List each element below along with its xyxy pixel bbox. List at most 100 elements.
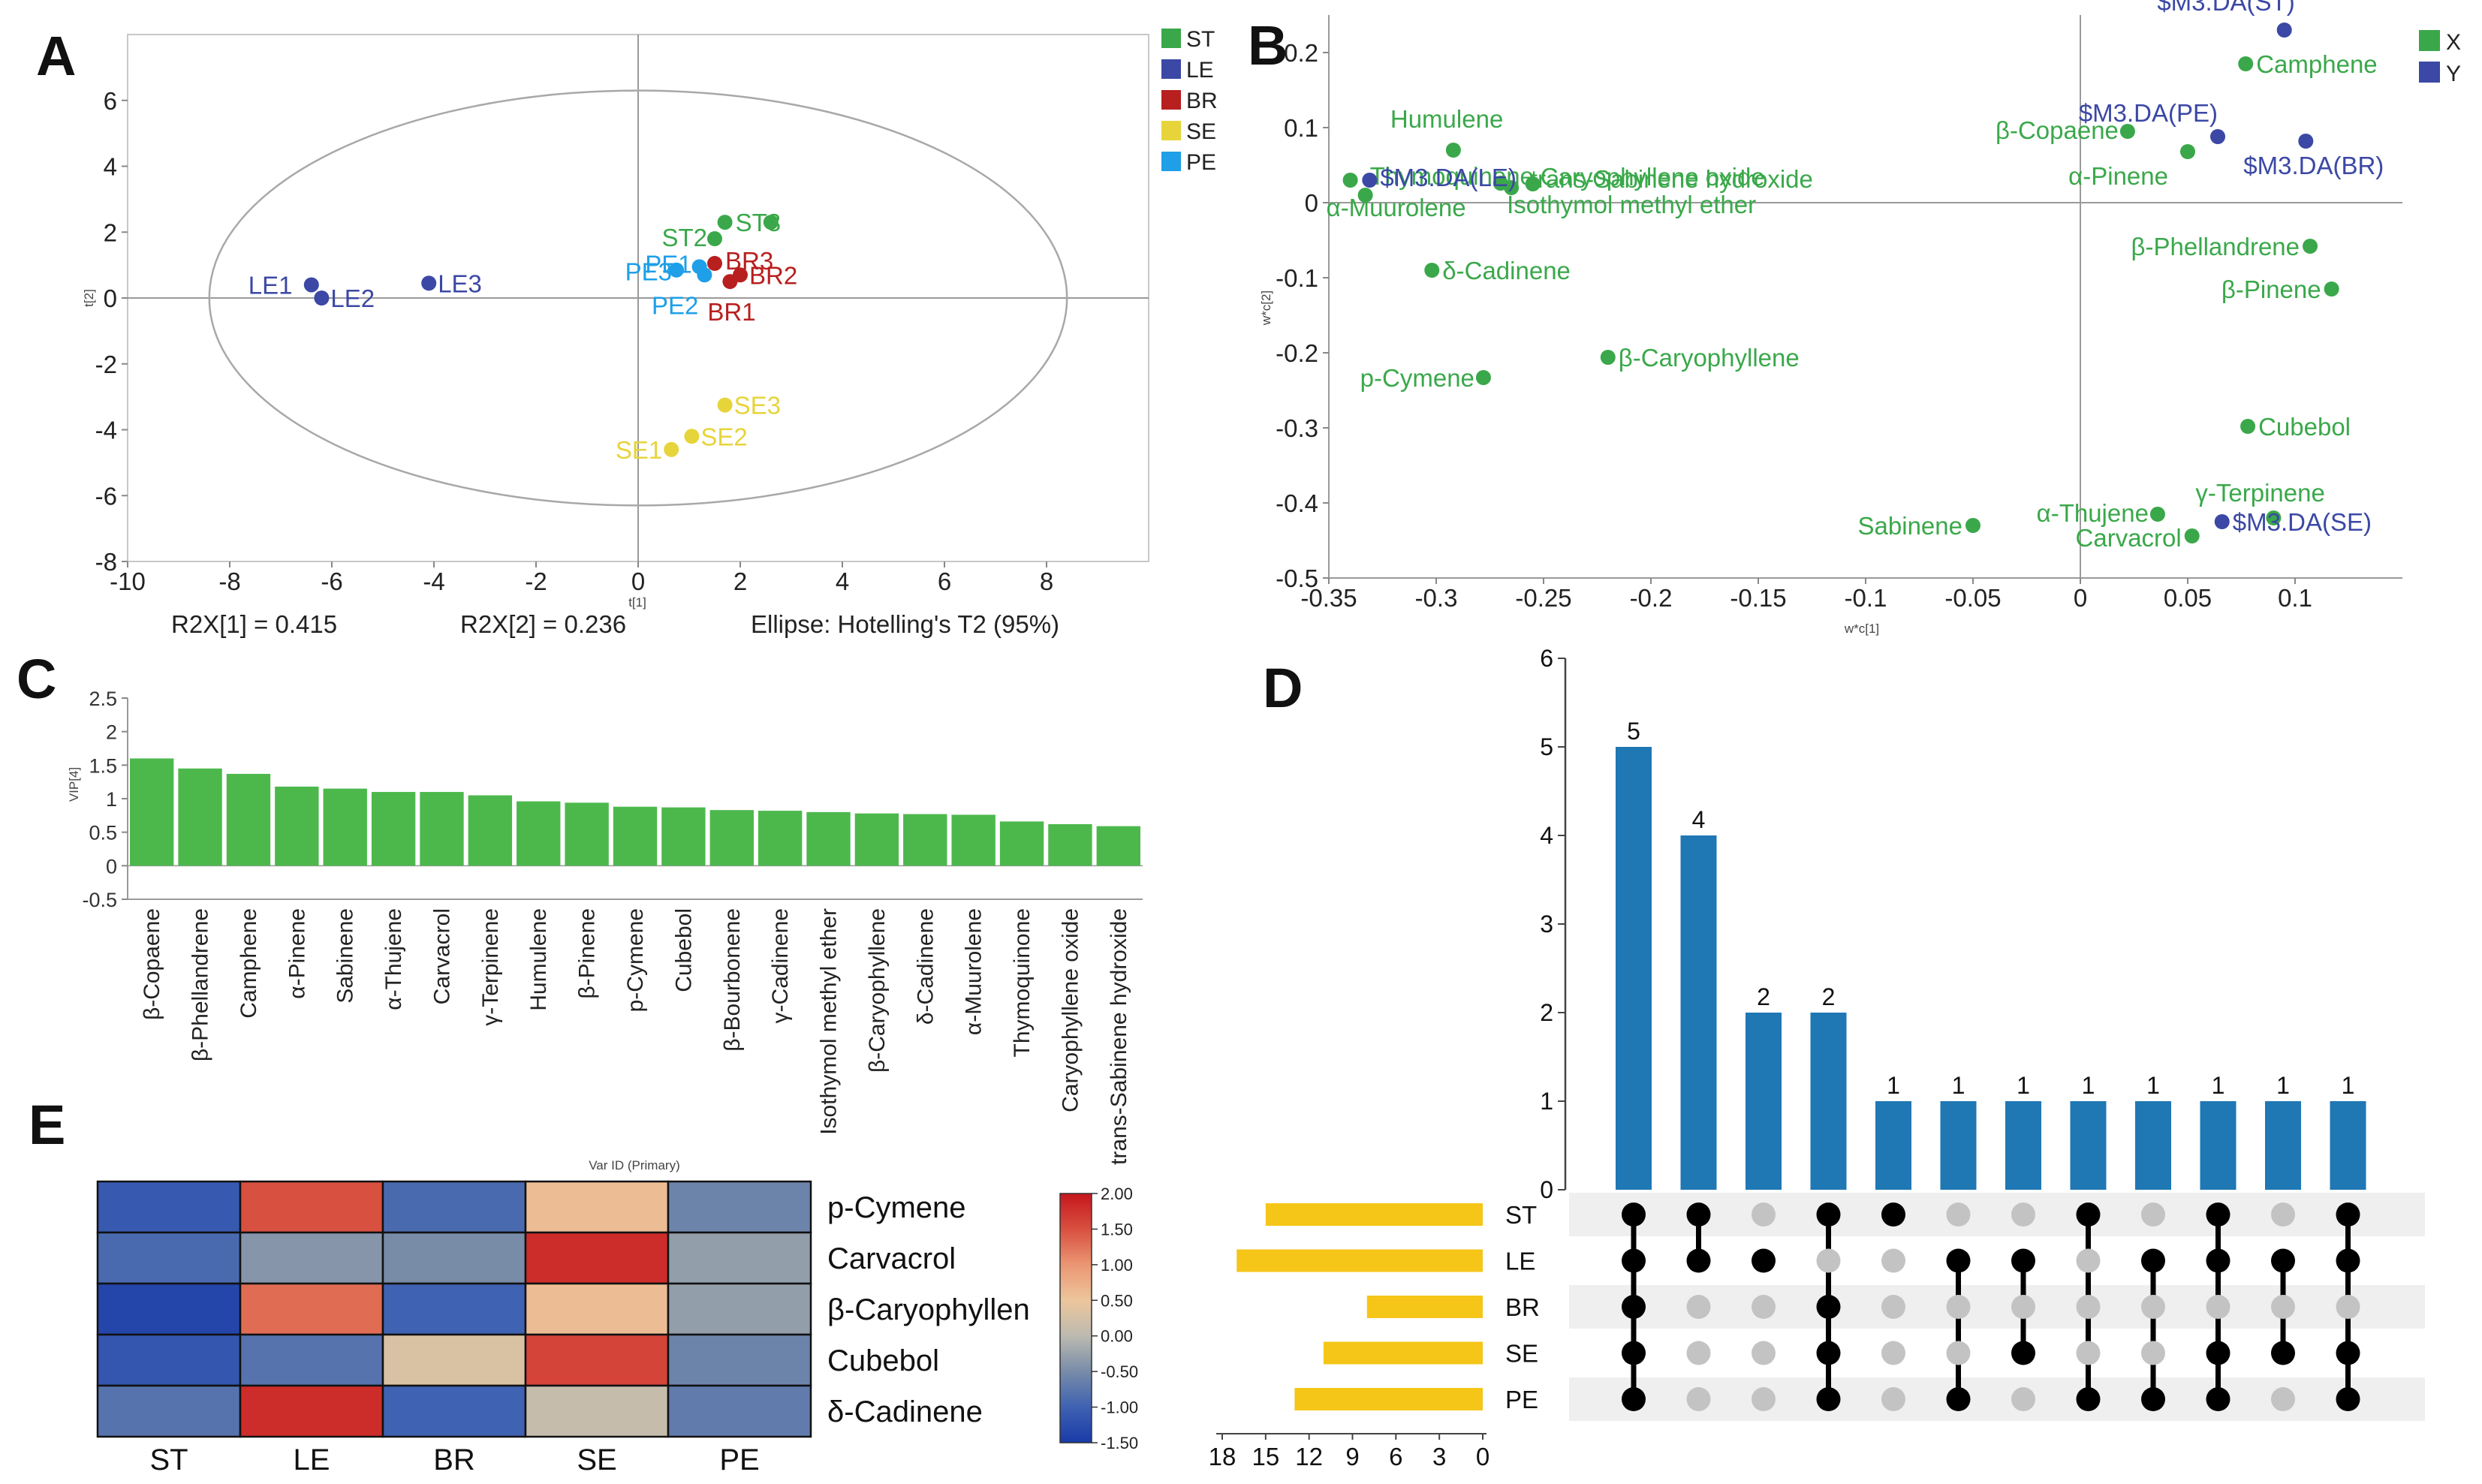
panel-d-dot-6-st (1946, 1203, 1971, 1227)
panel-c-bar-isothymol-methyl-ether (806, 811, 851, 866)
panel-c-y-tick-label: 1 (106, 788, 117, 811)
panel-d-y-tick-label: 6 (1540, 645, 1553, 672)
panel-d-dot-11-se (2271, 1341, 2295, 1365)
panel-b-point-thujene (2149, 507, 2165, 522)
panel-c-bar-phellandrene (178, 768, 222, 866)
panel-e-cell-carvacrol-pe (667, 1231, 812, 1285)
panel-d-y-tick-label: 3 (1540, 911, 1553, 938)
panel-a-y-tick-label: -2 (95, 351, 117, 378)
panel-e: E Var ID (Primary) p-Cymene Carvacrol β-Cary… (29, 1094, 1138, 1476)
panel-a-y-axis-title: t[2] (82, 289, 96, 307)
panel-d-bar-11 (2265, 1101, 2301, 1190)
panel-d-dot-1-le (1622, 1248, 1646, 1273)
panel-e-cell-cadinene-br (381, 1384, 527, 1438)
panel-e-label: E (29, 1094, 65, 1156)
panel-b-x-tick-label: 0.05 (2164, 584, 2212, 612)
panel-a-legend-label-st: ST (1186, 27, 1215, 52)
panel-b-y-tick-label: -0.5 (1276, 564, 1318, 592)
panel-b-point-m3-da-le (1362, 173, 1378, 188)
panel-d-dot-1-st (1622, 1203, 1646, 1227)
panel-d-bar-12 (2330, 1101, 2366, 1190)
panel-d-set-size-tick-label: 18 (1209, 1443, 1236, 1470)
panel-b-point-sabinene (1965, 518, 1980, 533)
panel-a-point-label-se1: SE1 (616, 436, 662, 464)
panel-b-point-caryophyllene-oxide (1525, 176, 1541, 191)
panel-a-x-axis-title: t[1] (628, 595, 646, 610)
panel-d-bar-value-6: 1 (1952, 1072, 1965, 1099)
panel-a-point-br3 (707, 255, 722, 271)
panel-b-point-label-m3-da-br: $M3.DA(BR) (2243, 152, 2384, 179)
panel-b-point-label-m3-da-se: $M3.DA(SE) (2233, 508, 2372, 536)
panel-d-bar-value-9: 1 (2146, 1072, 2160, 1099)
panel-c-bar-camphene (226, 773, 271, 866)
panel-c-bar-cadinene (903, 814, 947, 866)
panel-a-x-tick-label: 4 (836, 567, 849, 595)
panel-e-colorbar-tick-label: 2.00 (1101, 1184, 1133, 1203)
panel-d-bar-value-3: 2 (1757, 983, 1770, 1010)
panel-d-dot-2-br (1686, 1295, 1711, 1319)
panel-c-bar-humulene (517, 801, 561, 866)
panel-c-bar-pinene (565, 802, 609, 866)
panel-a-y-tick-label: 2 (104, 218, 117, 246)
panel-a-point-label-se3: SE3 (734, 392, 781, 420)
panel-b-x-tick-label: -0.15 (1730, 584, 1786, 612)
panel-c-category-label-pinene: α-Pinene (285, 908, 309, 999)
panel-d-y-tick-label: 1 (1540, 1088, 1553, 1115)
panel-c-bar-caryophyllene (854, 813, 899, 866)
panel-d-bar-1 (1616, 747, 1652, 1190)
panel-c-bar-sabinene (323, 788, 367, 866)
panel-e-cell-carvacrol-se (524, 1231, 670, 1285)
panel-b-x-tick-label: 0 (2074, 584, 2087, 612)
panel-b-point-label-camphene: Camphene (2256, 50, 2377, 78)
panel-b-point-terpinene (2266, 510, 2282, 525)
panel-e-cell-cubebol-se (524, 1333, 670, 1387)
panel-e-cell-caryophyllen-br (381, 1282, 527, 1336)
panel-c-bar-muurolene (951, 814, 996, 866)
panel-a-legend-swatch-se (1161, 121, 1181, 140)
panel-a-x-tick-label: 8 (1040, 567, 1053, 595)
panel-e-cell-p-cymene-le (239, 1180, 384, 1234)
panel-a-point-label-pe2: PE2 (652, 291, 698, 319)
panel-e-colorbar-tick-label: -1.50 (1101, 1434, 1138, 1452)
panel-a-point-st2 (707, 231, 722, 247)
panel-d-dot-10-br (2206, 1295, 2230, 1319)
panel-d-dot-9-pe (2141, 1387, 2165, 1411)
panel-d-set-size-bar-st (1265, 1203, 1483, 1226)
panel-b-x-tick-label: -0.05 (1944, 584, 2001, 612)
panel-d-dot-2-le (1686, 1248, 1711, 1273)
panel-e-colorbar-tick-label: 0.00 (1101, 1327, 1133, 1346)
panel-c-category-label-cadinene: δ-Cadinene (913, 908, 938, 1025)
panel-c-y-axis-title: VIP[4] (67, 767, 81, 802)
panel-a-x-tick-label: -4 (423, 567, 444, 595)
panel-d-dot-5-se (1881, 1341, 1905, 1365)
panel-a-point-label-le2: LE2 (330, 284, 375, 312)
panel-d-dot-8-br (2076, 1295, 2101, 1319)
panel-a-r2x2: R2X[2] = 0.236 (460, 610, 626, 638)
panel-e-colorbar-tick-label: -0.50 (1101, 1362, 1138, 1381)
panel-b-point-label-m3-da-st: $M3.DA(ST) (2157, 0, 2294, 16)
panel-a-y-tick-label: -8 (95, 548, 117, 576)
panel-a-label: A (36, 25, 76, 87)
panel-b: B -0.35 -0.3 -0.25 -0.2 -0.15 -0.1 -0.05 0 0.05 0.… (1248, 0, 2461, 636)
panel-d-dot-3-pe (1752, 1387, 1776, 1411)
panel-b-label: B (1248, 14, 1288, 77)
panel-e-cell-cadinene-se (524, 1384, 670, 1438)
panel-a-y-tick-label: 4 (104, 153, 117, 181)
panel-b-point-p-cymene (1475, 370, 1491, 385)
panel-c-bar-trans-sabinene-hydroxide (1096, 826, 1140, 866)
panel-d-dot-4-br (1816, 1295, 1841, 1319)
panel-d-set-size-tick-label: 3 (1432, 1443, 1446, 1470)
panel-a-x-tick-label: 0 (631, 567, 645, 595)
panel-d-dot-8-se (2076, 1341, 2101, 1365)
panel-b-point-carvacrol (2184, 528, 2200, 543)
panel-d-set-size-tick-label: 9 (1345, 1443, 1359, 1470)
panel-d-y-tick-label: 5 (1540, 733, 1553, 760)
panel-b-y-tick-label: -0.2 (1276, 339, 1318, 367)
panel-d-dot-10-st (2206, 1203, 2230, 1227)
panel-b-legend-label-x: X (2446, 30, 2461, 55)
panel-a-x-tick-label: 2 (733, 567, 747, 595)
panel-c-y-tick-label: 1.5 (89, 754, 117, 777)
